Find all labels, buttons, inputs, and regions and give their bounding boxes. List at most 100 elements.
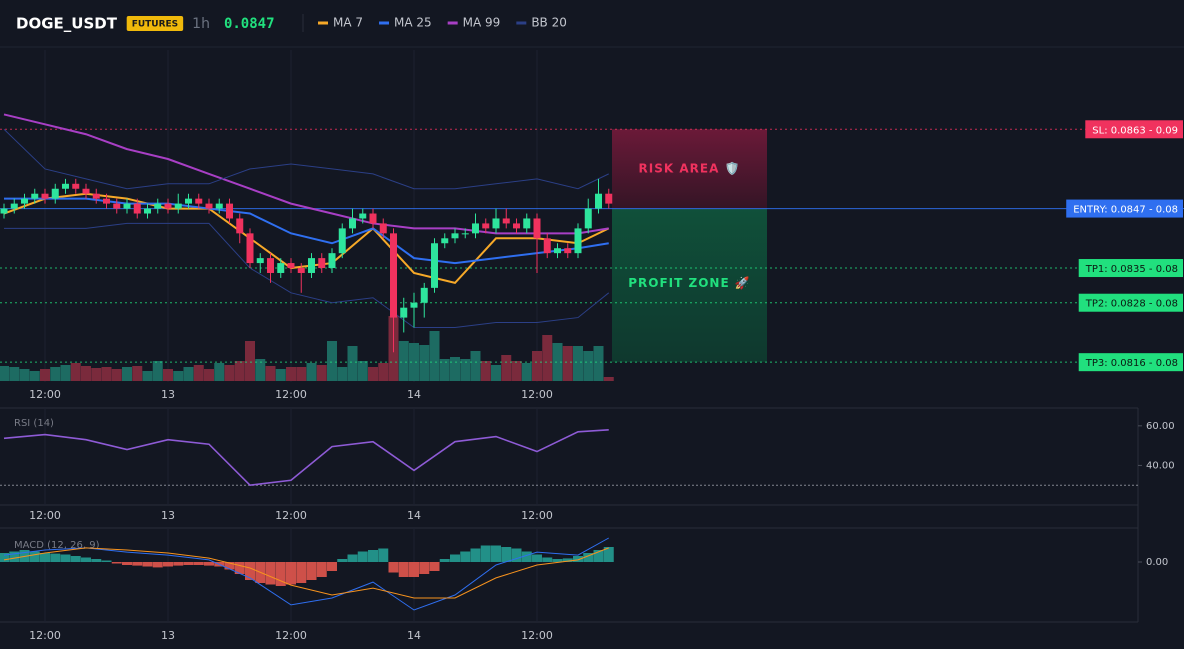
candle-body: [41, 193, 49, 199]
candle-body: [246, 233, 254, 264]
histogram-bar: [583, 553, 594, 562]
x-tick-label: 14: [407, 388, 421, 401]
symbol: DOGE_USDT: [16, 15, 118, 33]
volume-bar: [316, 365, 327, 381]
candle-body: [267, 258, 274, 273]
histogram-bar: [521, 551, 532, 562]
volume-bar: [214, 363, 225, 381]
y-tick-label: 0.00: [1146, 557, 1168, 568]
x-tick-label: 12:00: [29, 509, 61, 522]
volume-bar: [111, 369, 122, 381]
level-label: ENTRY: 0.0847 - 0.08: [1073, 205, 1178, 216]
histogram-bar: [306, 562, 317, 580]
volume-bar: [511, 361, 522, 381]
volume-bar: [286, 367, 296, 381]
candle-body: [338, 228, 346, 254]
badge-background: [126, 16, 184, 31]
histogram-bar: [193, 562, 204, 565]
volume-bar: [470, 351, 481, 381]
histogram-bar: [91, 559, 102, 562]
histogram-bar: [542, 557, 553, 562]
histogram-bar: [163, 562, 173, 567]
volume-bar: [50, 367, 61, 381]
candle-body: [103, 198, 110, 204]
volume-bar: [9, 367, 20, 381]
histogram-bar: [573, 556, 583, 562]
candle-body: [92, 193, 100, 199]
candle-body: [21, 198, 28, 204]
volume-bar: [163, 369, 173, 381]
risk-zone: [612, 129, 767, 209]
candle-body: [584, 208, 592, 229]
volume-bar: [152, 361, 163, 381]
x-tick-label: 12:00: [29, 388, 61, 401]
candle-body: [605, 193, 613, 204]
x-tick-label: 12:00: [275, 629, 307, 642]
candle-body: [513, 223, 520, 229]
y-tick-label: 40.00: [1146, 460, 1175, 471]
level-label-background: [1066, 199, 1183, 218]
histogram-bar: [316, 562, 327, 577]
candle-body: [400, 307, 408, 318]
histogram-bar: [532, 554, 542, 562]
histogram-bar: [224, 562, 235, 570]
candle-body: [523, 218, 531, 229]
last-price: 0.0847: [224, 16, 275, 32]
histogram-bar: [491, 545, 501, 562]
candle-body: [0, 208, 8, 214]
level-label: SL: 0.0863 - 0.09: [1092, 125, 1178, 136]
histogram-bar: [29, 551, 40, 562]
candle-body: [533, 218, 541, 239]
rsi-line: [3, 428, 609, 487]
histogram-bar: [470, 548, 481, 562]
level-label-background: [1078, 293, 1183, 312]
volume-bar: [306, 363, 317, 381]
level-label: TP1: 0.0835 - 0.08: [1085, 264, 1178, 275]
histogram-bar: [286, 562, 296, 585]
volume-bar: [91, 368, 102, 381]
histogram-bar: [388, 562, 399, 573]
histogram-bar: [398, 562, 409, 577]
profit-zone: [612, 208, 767, 363]
candle-body: [420, 287, 428, 303]
volume-bar: [378, 363, 389, 381]
macd-line: [3, 547, 609, 599]
volume-bar: [101, 367, 112, 381]
level-label: TP2: 0.0828 - 0.08: [1085, 299, 1178, 310]
candle-body: [441, 238, 449, 244]
candle-body: [62, 183, 69, 189]
candle-body: [461, 233, 469, 235]
candle-body: [564, 248, 572, 254]
histogram-bar: [603, 547, 614, 562]
volume-bar: [347, 346, 358, 381]
histogram-bar: [378, 548, 389, 562]
histogram-bar: [132, 562, 143, 566]
histogram-bar: [204, 562, 214, 566]
candle-body: [318, 258, 326, 269]
bollinger-lower: [4, 222, 610, 328]
candle-body: [472, 223, 479, 234]
volume-bar: [173, 371, 184, 381]
histogram-bar: [296, 562, 307, 583]
volume-bar: [122, 367, 132, 381]
bollinger-upper: [3, 128, 609, 190]
candle-body: [174, 203, 182, 209]
histogram-bar: [409, 562, 419, 577]
candle-body: [164, 203, 172, 209]
volume-bar: [204, 369, 214, 381]
candle-body: [195, 198, 203, 204]
candle-body: [154, 203, 162, 209]
volume-bar: [552, 343, 563, 381]
histogram-bar: [122, 562, 132, 565]
histogram-bar: [480, 545, 491, 562]
volume-bar: [183, 367, 194, 381]
legend-label: MA 99: [463, 16, 501, 30]
histogram-bar: [245, 562, 255, 580]
candle-body: [554, 248, 561, 254]
histogram-bar: [419, 562, 430, 574]
candle-body: [502, 218, 510, 224]
volume-bar: [296, 367, 307, 381]
histogram-bar: [234, 562, 245, 574]
candle-body: [379, 223, 387, 234]
